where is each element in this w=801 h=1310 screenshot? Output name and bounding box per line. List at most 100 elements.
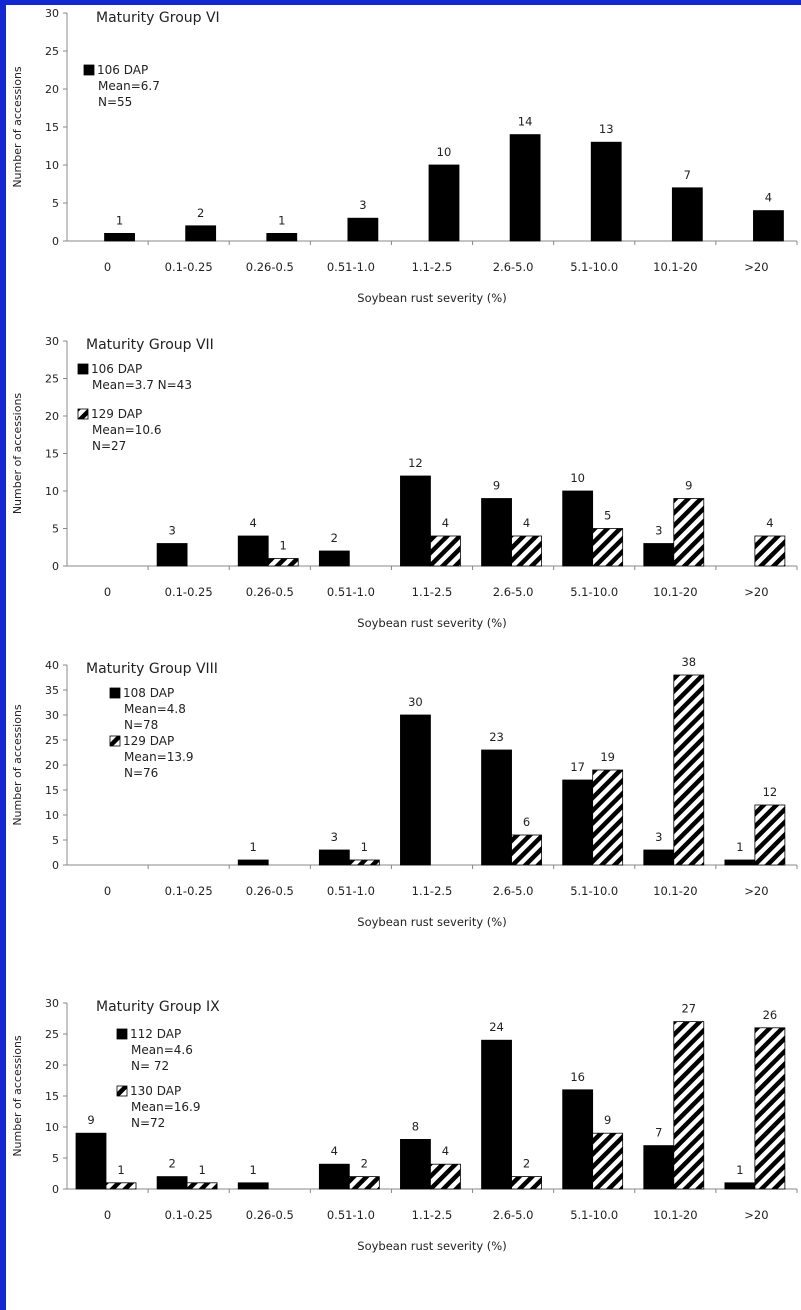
bar-solid bbox=[237, 859, 269, 866]
bar-value-label: 24 bbox=[489, 1020, 504, 1034]
x-tick-label: 5.1-10.0 bbox=[570, 1208, 618, 1222]
bar-hatched bbox=[267, 558, 299, 567]
x-tick-label: 0.1-0.25 bbox=[165, 884, 213, 898]
legend-text: 112 DAP bbox=[130, 1027, 181, 1041]
bar-value-label: 4 bbox=[442, 1144, 449, 1158]
x-tick-label: 0.1-0.25 bbox=[165, 1208, 213, 1222]
y-tick-label: 10 bbox=[45, 1121, 59, 1134]
y-tick-label: 30 bbox=[45, 7, 59, 20]
x-tick-label: 0.26-0.5 bbox=[246, 585, 294, 599]
x-tick-label: >20 bbox=[744, 260, 768, 274]
y-axis-label: Number of accessions bbox=[11, 66, 24, 188]
y-tick-label: 5 bbox=[52, 834, 59, 847]
bar-value-label: 12 bbox=[408, 456, 423, 470]
bar-value-label: 9 bbox=[604, 1113, 611, 1127]
bar-value-label: 3 bbox=[655, 524, 662, 538]
x-tick-label: 1.1-2.5 bbox=[412, 585, 453, 599]
bar-value-label: 1 bbox=[280, 539, 287, 553]
y-tick-label: 5 bbox=[52, 1152, 59, 1165]
x-tick-label: 2.6-5.0 bbox=[493, 884, 534, 898]
bar-value-label: 10 bbox=[570, 471, 585, 485]
bar-value-label: 1 bbox=[117, 1163, 124, 1177]
bar-value-label: 4 bbox=[250, 516, 257, 530]
chart-title: Maturity Group VII bbox=[86, 337, 214, 353]
legend-swatch bbox=[109, 735, 121, 747]
x-tick-label: 0 bbox=[104, 260, 111, 274]
bar-value-label: 6 bbox=[523, 815, 530, 829]
y-tick-label: 20 bbox=[45, 1059, 59, 1072]
bar-solid bbox=[562, 490, 594, 567]
bar-value-label: 2 bbox=[197, 206, 204, 220]
bar-hatched bbox=[592, 528, 624, 567]
y-tick-label: 5 bbox=[52, 197, 59, 210]
legend-text: N=27 bbox=[92, 439, 126, 453]
bar-solid bbox=[185, 225, 217, 242]
x-tick-label: 10.1-20 bbox=[653, 1208, 697, 1222]
y-tick-label: 10 bbox=[45, 485, 59, 498]
bar-value-label: 17 bbox=[570, 760, 585, 774]
bar-value-label: 4 bbox=[766, 516, 773, 530]
x-tick-label: 2.6-5.0 bbox=[493, 585, 534, 599]
x-tick-label: 0.51-1.0 bbox=[327, 884, 375, 898]
bar-value-label: 4 bbox=[442, 516, 449, 530]
legend-text: Mean=6.7 bbox=[98, 79, 160, 93]
bar-solid bbox=[400, 1139, 431, 1190]
y-tick-label: 15 bbox=[45, 784, 59, 797]
bar-value-label: 1 bbox=[250, 840, 257, 854]
x-tick-label: 0 bbox=[104, 1208, 111, 1222]
x-tick-label: 1.1-2.5 bbox=[412, 884, 453, 898]
legend-swatch bbox=[116, 1085, 128, 1097]
bar-hatched bbox=[430, 1163, 461, 1190]
chart-panel-1: 0 5 10 15 20 25 30 Number of accessions 0 0.1-0.2… bbox=[11, 7, 798, 305]
bar-solid bbox=[156, 1176, 188, 1190]
bar-value-label: 2 bbox=[168, 1157, 175, 1171]
y-tick-label: 20 bbox=[45, 83, 59, 96]
bar-value-label: 9 bbox=[493, 479, 500, 493]
bar-value-label: 3 bbox=[331, 830, 338, 844]
y-tick-label: 10 bbox=[45, 809, 59, 822]
bar-value-label: 7 bbox=[655, 1126, 662, 1140]
x-tick-label: >20 bbox=[744, 884, 768, 898]
bar-value-label: 38 bbox=[681, 655, 696, 669]
legend-text: 106 DAP bbox=[91, 362, 142, 376]
x-tick-label: 1.1-2.5 bbox=[412, 1208, 453, 1222]
legend-text: N=55 bbox=[98, 95, 132, 109]
x-axis-label: Soybean rust severity (%) bbox=[357, 291, 506, 305]
bar-value-label: 2 bbox=[523, 1157, 530, 1171]
bar-solid bbox=[671, 187, 703, 242]
bar-value-label: 9 bbox=[87, 1113, 94, 1127]
x-tick-label: 0.1-0.25 bbox=[165, 260, 213, 274]
x-axis-label: Soybean rust severity (%) bbox=[357, 616, 506, 630]
bar-solid bbox=[643, 849, 675, 866]
x-tick-label: 2.6-5.0 bbox=[493, 260, 534, 274]
bar-hatched bbox=[348, 859, 380, 866]
x-tick-label: >20 bbox=[744, 1208, 768, 1222]
bar-hatched bbox=[673, 498, 705, 567]
bar-solid bbox=[643, 543, 675, 567]
bar-value-label: 9 bbox=[685, 479, 692, 493]
x-axis-label: Soybean rust severity (%) bbox=[357, 915, 506, 929]
bar-value-label: 4 bbox=[765, 191, 772, 205]
bar-value-label: 2 bbox=[331, 531, 338, 545]
bar-solid bbox=[481, 1039, 512, 1190]
bar-solid bbox=[75, 1132, 107, 1190]
legend-text: N=78 bbox=[124, 718, 158, 732]
legend-text: 106 DAP bbox=[97, 63, 148, 77]
bar-value-label: 10 bbox=[437, 145, 452, 159]
bar-value-label: 3 bbox=[655, 830, 662, 844]
bar-solid bbox=[400, 714, 431, 866]
y-tick-label: 20 bbox=[45, 410, 59, 423]
legend-text: Mean=10.6 bbox=[92, 423, 161, 437]
bar-value-label: 30 bbox=[408, 695, 423, 709]
legend-text: Mean=16.9 bbox=[131, 1100, 200, 1114]
bar-value-label: 14 bbox=[518, 115, 533, 129]
legend-swatch bbox=[83, 64, 95, 76]
bar-solid bbox=[643, 1145, 675, 1190]
bar-hatched bbox=[673, 674, 705, 866]
x-tick-label: 0.51-1.0 bbox=[327, 1208, 375, 1222]
bar-hatched bbox=[105, 1182, 137, 1190]
chart-panel-3: 0 5 10 15 20 25 30 35 40 Number of accessions 0 0.1… bbox=[11, 655, 798, 929]
bar-hatched bbox=[511, 834, 542, 866]
